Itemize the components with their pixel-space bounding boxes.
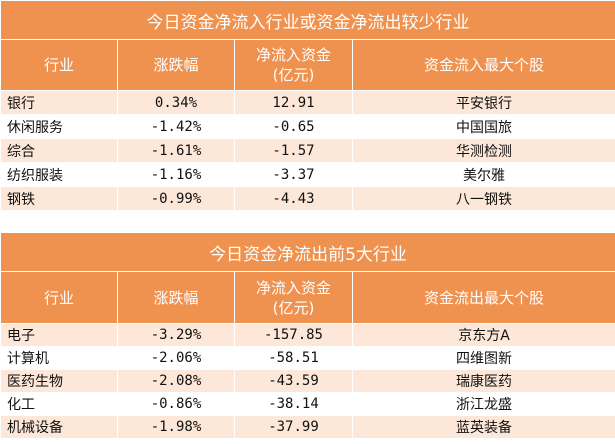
change-cell: -1.42% [117,114,235,139]
table-row: 钢铁 -0.99% -4.43 八一钢铁 [0,186,615,211]
table-row: 休闲服务 -1.42% -0.65 中国国旅 [0,114,615,139]
change-cell: 0.34% [117,90,235,115]
stock-cell: 华测检测 [352,138,615,163]
netflow-cell: -4.43 [234,186,353,211]
table-row: 机械设备 -1.98% -37.99 蓝英装备 [0,415,615,439]
col-header-industry: 行业 [0,271,118,324]
netflow-cell: 12.91 [234,90,353,115]
change-cell: -1.98% [117,415,235,439]
stock-cell: 中国国旅 [352,114,615,139]
table-row: 计算机 -2.06% -58.51 四维图新 [0,346,615,370]
change-cell: -2.08% [117,369,235,393]
stock-cell: 平安银行 [352,90,615,115]
table-row: 医药生物 -2.08% -43.59 瑞康医药 [0,369,615,393]
col-header-industry: 行业 [0,39,118,91]
industry-cell: 医药生物 [0,369,118,393]
industry-cell: 银行 [0,90,118,115]
netflow-cell: -38.14 [234,392,353,416]
table-row: 化工 -0.86% -38.14 浙江龙盛 [0,392,615,416]
table-row: 银行 0.34% 12.91 平安银行 [0,90,615,115]
col-header-change: 涨跌幅 [117,39,235,91]
industry-cell: 休闲服务 [0,114,118,139]
table-row: 综合 -1.61% -1.57 华测检测 [0,138,615,163]
stock-cell: 蓝英装备 [351,415,615,439]
netflow-cell: -157.85 [234,323,353,347]
netflow-cell: -43.59 [234,369,353,393]
change-cell: -3.29% [117,323,235,347]
change-cell: -0.86% [117,392,235,416]
industry-cell: 机械设备 [0,415,118,439]
col-header-netflow: 净流入资金 (亿元) [234,39,353,91]
change-cell: -1.61% [117,138,235,163]
stock-cell: 八一钢铁 [352,186,615,211]
netflow-cell: -37.99 [234,415,353,439]
netflow-cell: -1.57 [234,138,353,163]
col-header-top-stock: 资金流入最大个股 [352,39,615,91]
table-row: 纺织服装 -1.16% -3.37 美尔雅 [0,162,615,187]
stock-cell: 浙江龙盛 [351,392,615,416]
industry-cell: 计算机 [0,346,118,370]
stock-cell: 美尔雅 [352,162,615,187]
inflow-table: 今日资金净流入行业或资金净流出较少行业 行业 涨跌幅 净流入资金 (亿元) 资金流… [0,0,615,211]
col-header-netflow: 净流入资金 (亿元) [234,271,353,324]
industry-cell: 化工 [0,392,118,416]
col-header-change: 涨跌幅 [117,271,235,324]
netflow-cell: -58.51 [234,346,353,370]
change-cell: -2.06% [117,346,235,370]
inflow-table-title: 今日资金净流入行业或资金净流出较少行业 [0,0,615,40]
col-header-top-stock: 资金流出最大个股 [351,271,615,324]
industry-cell: 综合 [0,138,118,163]
stock-cell: 京东方A [351,323,615,347]
change-cell: -0.99% [117,186,235,211]
industry-cell: 纺织服装 [0,162,118,187]
outflow-table-title: 今日资金净流出前5大行业 [0,232,615,272]
table-row: 电子 -3.29% -157.85 京东方A [0,323,615,347]
industry-cell: 钢铁 [0,186,118,211]
stock-cell: 四维图新 [351,346,615,370]
outflow-table: 今日资金净流出前5大行业 行业 涨跌幅 净流入资金 (亿元) 资金流出最大个股 电… [0,232,615,439]
netflow-cell: -3.37 [234,162,353,187]
change-cell: -1.16% [117,162,235,187]
industry-cell: 电子 [0,323,118,347]
netflow-cell: -0.65 [234,114,353,139]
stock-cell: 瑞康医药 [351,369,615,393]
